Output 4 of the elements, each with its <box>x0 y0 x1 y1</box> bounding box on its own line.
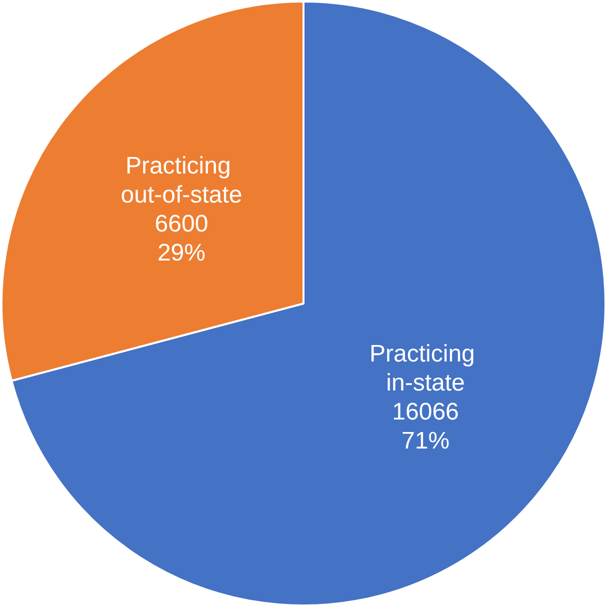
slice-label: Practicing out-of-state <box>120 152 242 209</box>
slice-label: Practicing in-state <box>370 340 482 396</box>
data-label: 6600 29% <box>154 210 208 267</box>
data-label: 16066 71% <box>392 398 459 454</box>
